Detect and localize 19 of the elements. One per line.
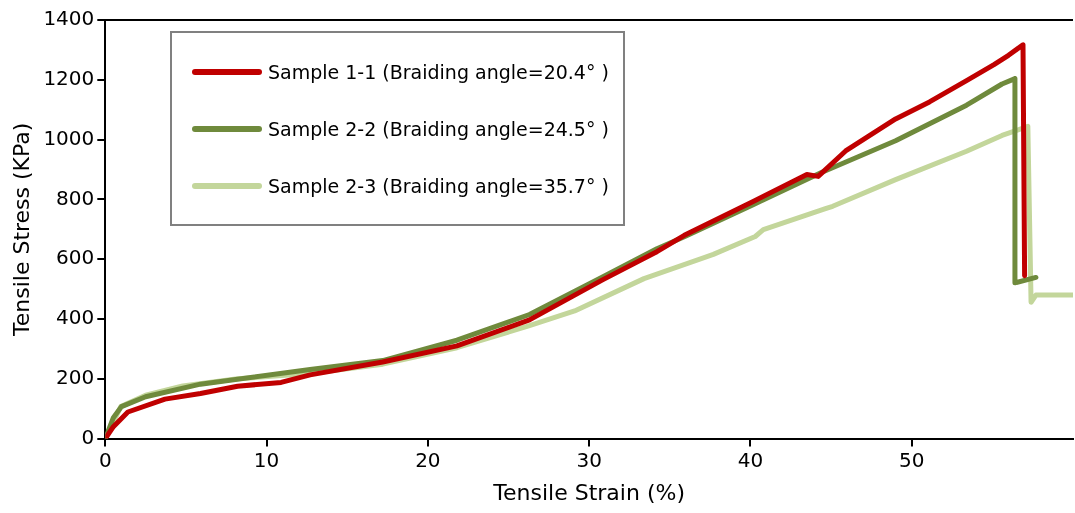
x-axis-title: Tensile Strain (%) xyxy=(492,479,685,505)
x-tick-label: 10 xyxy=(253,447,280,472)
legend-label: Sample 1-1 (Braiding angle=20.4° ) xyxy=(268,60,609,83)
y-axis-title: Tensile Stress (KPa) xyxy=(8,122,34,337)
x-tick-label: 50 xyxy=(898,447,925,472)
y-tick-label: 1000 xyxy=(43,125,95,150)
y-tick-label: 1200 xyxy=(43,66,95,90)
y-tick-label: 200 xyxy=(56,365,95,389)
y-tick-label: 400 xyxy=(56,305,95,330)
x-tick-label: 20 xyxy=(415,447,441,472)
y-tick-label: 0 xyxy=(81,424,95,449)
x-tick-label: 0 xyxy=(98,447,112,472)
legend-label: Sample 2-2 (Braiding angle=24.5° ) xyxy=(268,117,609,140)
y-tick-label: 600 xyxy=(56,245,95,270)
x-tick-label: 30 xyxy=(576,447,602,472)
y-tick-label: 1400 xyxy=(43,6,95,31)
x-tick-label: 40 xyxy=(737,447,764,472)
legend-label: Sample 2-3 (Braiding angle=35.7° ) xyxy=(268,174,609,197)
y-tick-label: 800 xyxy=(56,185,95,210)
